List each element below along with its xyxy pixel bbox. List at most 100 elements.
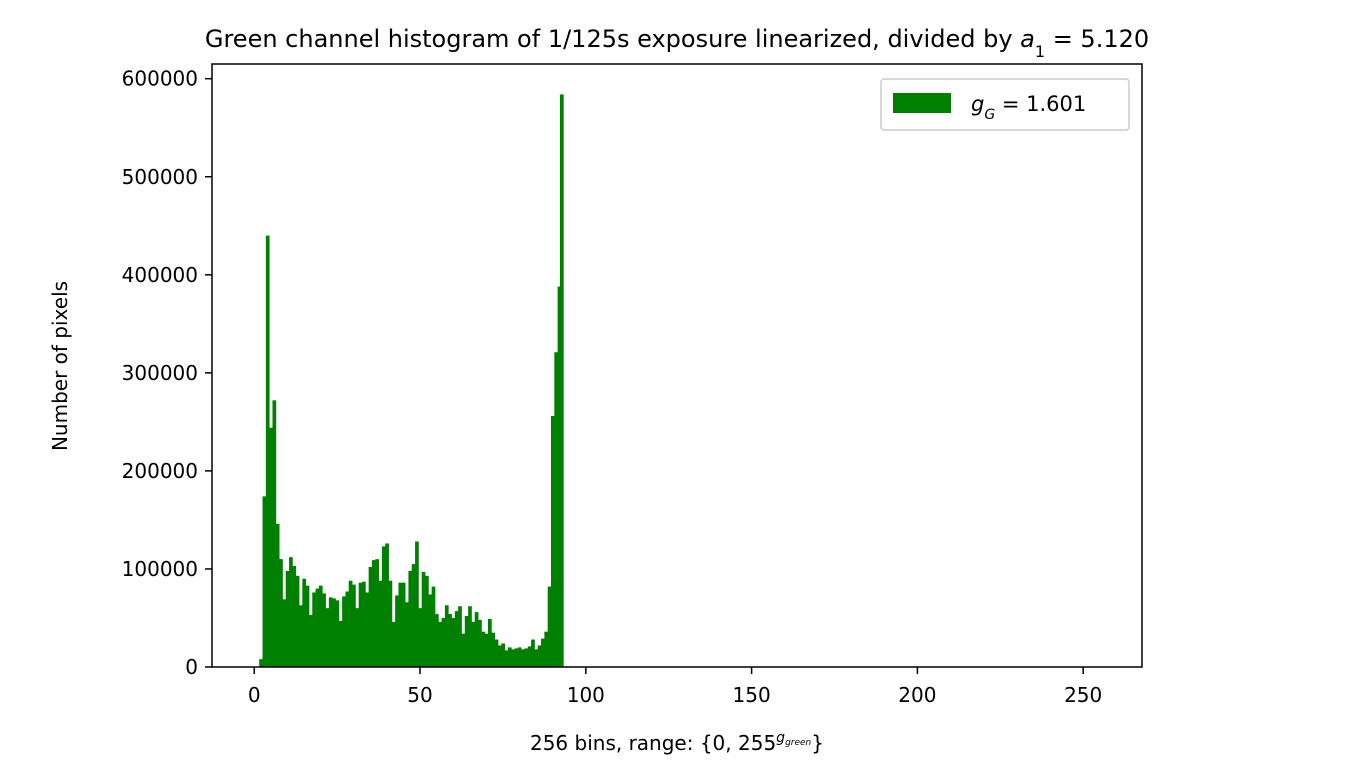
histogram-bar bbox=[315, 588, 320, 667]
histogram-bars bbox=[259, 94, 564, 667]
histogram-bar bbox=[559, 94, 564, 667]
histogram-bar bbox=[554, 352, 559, 667]
histogram-bar bbox=[438, 621, 442, 667]
x-tick-label: 100 bbox=[567, 683, 605, 707]
y-tick-label: 0 bbox=[185, 655, 198, 679]
histogram-bar bbox=[279, 559, 283, 667]
histogram-bar bbox=[322, 593, 326, 667]
histogram-bar bbox=[454, 611, 459, 667]
histogram-bar bbox=[418, 608, 423, 667]
histogram-bar bbox=[381, 546, 386, 667]
histogram-bar bbox=[371, 560, 376, 667]
histogram-bar bbox=[358, 582, 363, 667]
histogram-bar bbox=[501, 643, 505, 667]
histogram-bar bbox=[488, 618, 492, 667]
y-tick-label: 500000 bbox=[122, 165, 198, 189]
histogram-bar bbox=[285, 570, 290, 667]
histogram-bar bbox=[391, 621, 396, 667]
histogram-bar bbox=[302, 578, 307, 667]
histogram-bar bbox=[451, 617, 456, 667]
histogram-bar bbox=[425, 575, 429, 667]
histogram-bar bbox=[275, 523, 280, 667]
histogram-bar bbox=[494, 639, 499, 667]
histogram-bar bbox=[308, 615, 313, 667]
histogram-bar bbox=[551, 416, 555, 667]
x-axis-ticks: 0 50 100 150 200 250 bbox=[248, 667, 1102, 707]
y-tick-label: 300000 bbox=[122, 361, 198, 385]
histogram-bar bbox=[395, 595, 399, 667]
histogram-bar bbox=[521, 649, 525, 667]
histogram-bar bbox=[497, 645, 502, 667]
histogram-bar bbox=[541, 638, 545, 667]
histogram-bar bbox=[428, 594, 433, 667]
histogram-bar bbox=[464, 616, 469, 667]
x-axis-label: 256 bins, range: {0, 255ggreen} bbox=[530, 730, 824, 755]
histogram-bar bbox=[557, 286, 562, 667]
x-tick-label: 200 bbox=[898, 683, 936, 707]
histogram-bar bbox=[534, 649, 539, 667]
histogram-bar bbox=[345, 591, 350, 667]
histogram-bar bbox=[408, 570, 413, 667]
histogram-bar bbox=[328, 597, 333, 667]
x-tick-label: 150 bbox=[733, 683, 771, 707]
histogram-bar bbox=[332, 598, 336, 667]
histogram-bar bbox=[411, 564, 416, 667]
histogram-bar bbox=[401, 582, 406, 667]
histogram-bar bbox=[458, 606, 462, 667]
histogram-bar bbox=[355, 608, 360, 667]
histogram-bar bbox=[431, 586, 436, 667]
histogram-bar bbox=[262, 496, 267, 667]
histogram-bar bbox=[514, 648, 519, 667]
histogram-bar bbox=[398, 582, 403, 667]
histogram-bar bbox=[461, 633, 466, 667]
legend: gG = 1.601 bbox=[880, 78, 1130, 131]
y-axis-ticks: 0 100000 200000 300000 400000 500000 600000 bbox=[122, 67, 212, 679]
histogram-bar bbox=[348, 580, 353, 667]
histogram-bar bbox=[265, 235, 270, 667]
histogram-bar bbox=[365, 592, 370, 667]
histogram-bar bbox=[338, 620, 343, 667]
histogram-bar bbox=[292, 566, 297, 667]
histogram-bar bbox=[504, 650, 509, 667]
histogram-bar bbox=[434, 614, 439, 667]
histogram-bar bbox=[385, 543, 389, 667]
histogram-bar bbox=[468, 606, 472, 667]
histogram-bar bbox=[478, 619, 482, 667]
y-tick-label: 400000 bbox=[122, 263, 198, 287]
histogram-bar bbox=[388, 580, 393, 667]
histogram-bar bbox=[375, 559, 379, 667]
histogram-bar bbox=[259, 659, 263, 667]
histogram-bar bbox=[305, 585, 310, 667]
histogram-bar bbox=[484, 633, 489, 667]
legend-label: gG = 1.601 bbox=[971, 92, 1086, 123]
y-tick-label: 100000 bbox=[122, 557, 198, 581]
histogram-bar bbox=[368, 566, 373, 667]
histogram-bar bbox=[415, 541, 419, 667]
histogram-bar bbox=[441, 617, 446, 667]
x-tick-label: 0 bbox=[248, 683, 261, 707]
histogram-bar bbox=[511, 649, 515, 667]
histogram-bar bbox=[342, 596, 346, 667]
histogram-bar bbox=[312, 592, 316, 667]
histogram-bar bbox=[471, 621, 476, 667]
x-tick-label: 50 bbox=[407, 683, 432, 707]
histogram-bar bbox=[537, 645, 542, 667]
histogram-bar bbox=[547, 586, 552, 667]
histogram-bar bbox=[335, 600, 340, 667]
x-tick-label: 250 bbox=[1064, 683, 1102, 707]
histogram-bar bbox=[295, 575, 300, 667]
chart-title: Green channel histogram of 1/125s exposu… bbox=[205, 25, 1149, 61]
y-tick-label: 200000 bbox=[122, 459, 198, 483]
histogram-bar bbox=[544, 631, 549, 667]
histogram-bar bbox=[352, 584, 356, 667]
histogram-bar bbox=[421, 571, 426, 667]
histogram-bar bbox=[474, 612, 479, 667]
histogram-bar bbox=[517, 647, 522, 667]
histogram-bar bbox=[272, 400, 277, 667]
histogram-bar bbox=[507, 647, 512, 667]
histogram-bar bbox=[378, 580, 383, 667]
histogram-bar bbox=[362, 581, 366, 667]
histogram-bar bbox=[491, 632, 496, 667]
y-axis-label: Number of pixels bbox=[48, 281, 72, 451]
